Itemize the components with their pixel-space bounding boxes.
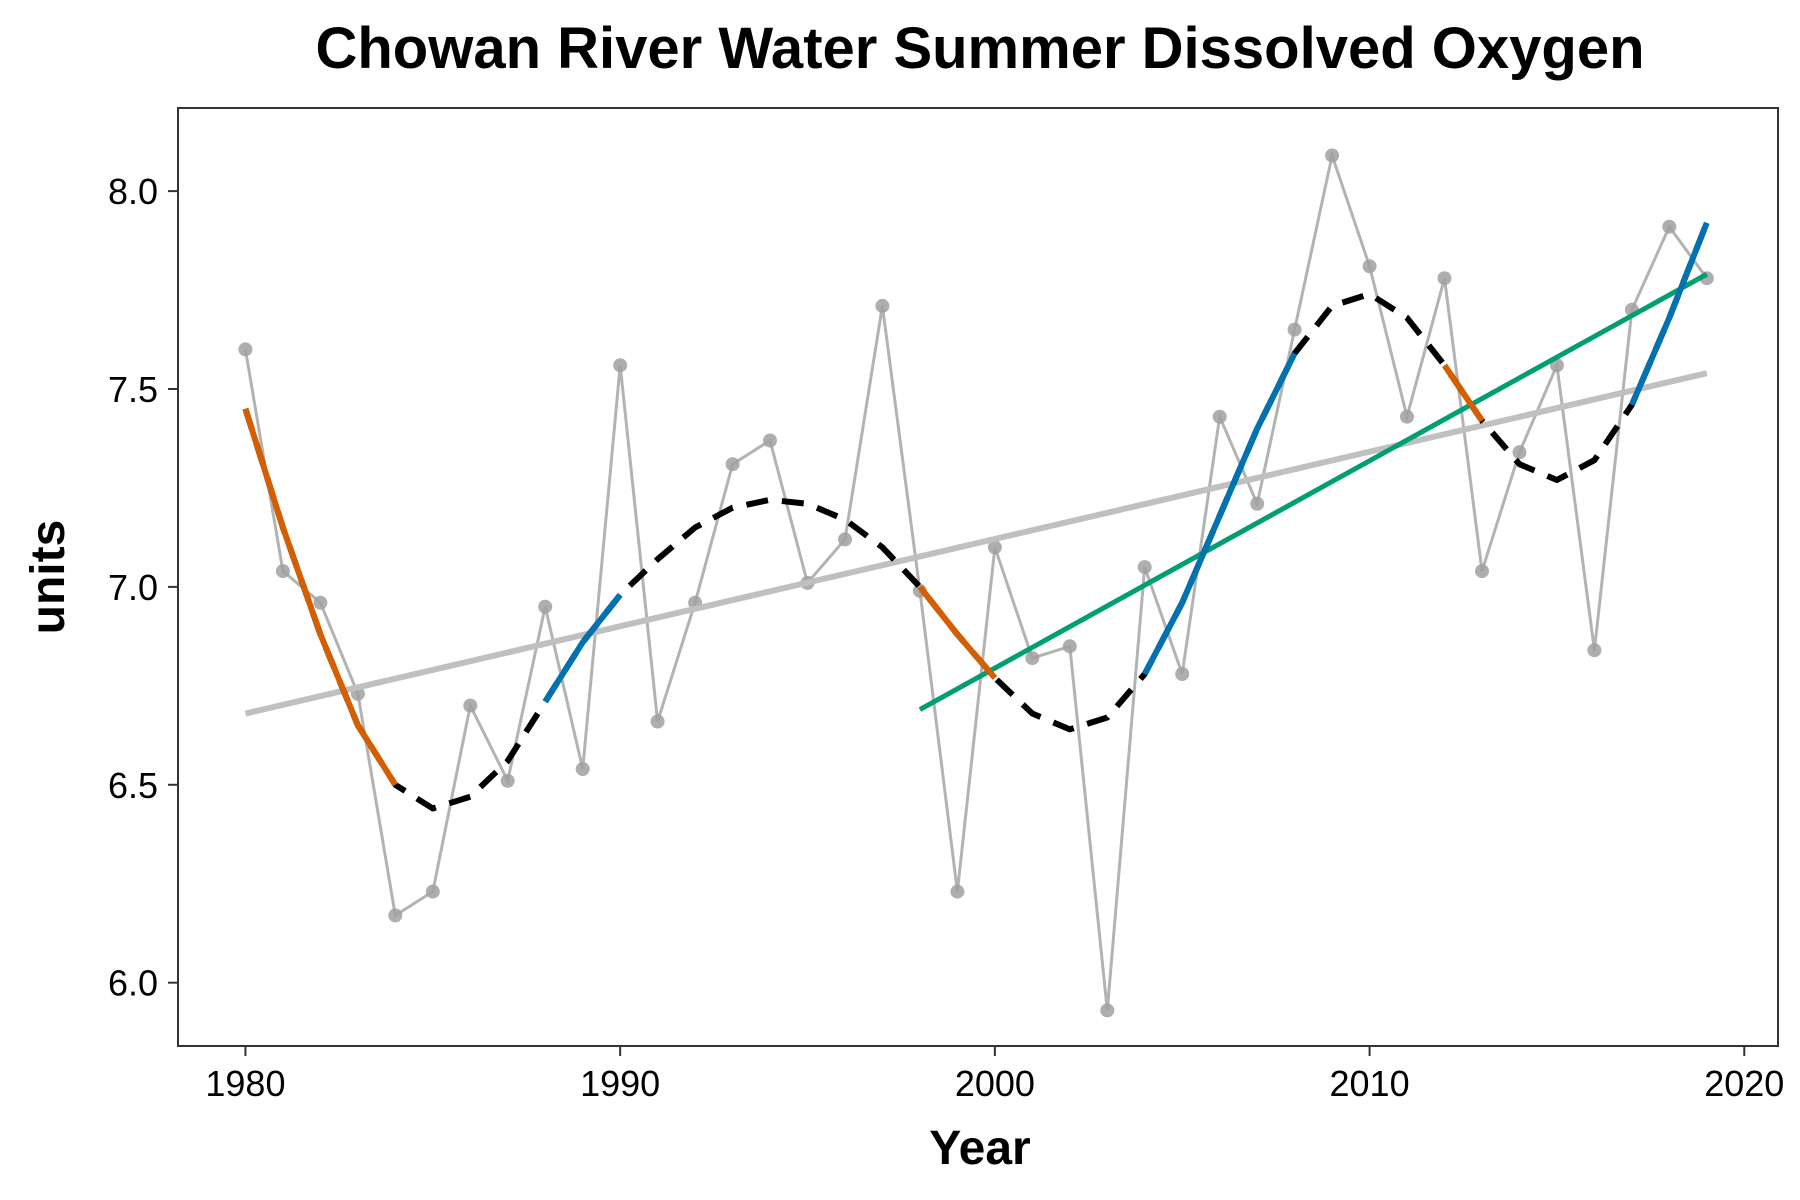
y-tick-label: 8.0 bbox=[108, 171, 158, 212]
data-point bbox=[613, 358, 628, 373]
data-point bbox=[313, 595, 328, 610]
increasing-segment bbox=[542, 592, 623, 704]
y-tick-label: 7.0 bbox=[108, 567, 158, 608]
y-tick-label: 7.5 bbox=[108, 369, 158, 410]
data-point bbox=[1362, 259, 1377, 274]
plot-area bbox=[238, 148, 1714, 1018]
data-point bbox=[500, 773, 515, 788]
data-point bbox=[388, 908, 403, 923]
decreasing-segment bbox=[917, 585, 998, 680]
data-point bbox=[987, 540, 1002, 555]
data-point bbox=[725, 457, 740, 472]
data-point bbox=[950, 884, 965, 899]
x-tick-label: 1980 bbox=[205, 1063, 285, 1104]
decreasing-segment bbox=[242, 407, 398, 787]
data-point bbox=[1100, 1003, 1115, 1018]
x-tick-label: 1990 bbox=[580, 1063, 660, 1104]
data-point bbox=[1025, 651, 1040, 666]
recent-trend-line bbox=[918, 272, 1709, 712]
data-point bbox=[538, 599, 553, 614]
data-point bbox=[650, 714, 665, 729]
data-point bbox=[1437, 271, 1452, 286]
decreasing-segment bbox=[1442, 363, 1485, 423]
data-point bbox=[425, 884, 440, 899]
overall-trend-line bbox=[244, 370, 1708, 717]
data-point bbox=[1062, 639, 1077, 654]
chart-title: Chowan River Water Summer Dissolved Oxyg… bbox=[315, 16, 1644, 81]
data-point bbox=[1325, 148, 1340, 163]
data-point bbox=[838, 532, 852, 547]
y-axis-title: units bbox=[22, 520, 75, 635]
x-tick-label: 2000 bbox=[955, 1063, 1035, 1104]
data-point bbox=[875, 298, 890, 313]
data-point bbox=[1662, 219, 1677, 234]
data-point bbox=[463, 698, 478, 713]
increasing-segment bbox=[1142, 352, 1298, 676]
observed-series-line bbox=[243, 149, 1709, 1011]
x-tick-label: 2020 bbox=[1704, 1063, 1784, 1104]
x-tick-label: 2010 bbox=[1330, 1063, 1410, 1104]
data-point bbox=[1475, 564, 1489, 579]
data-point bbox=[238, 342, 253, 357]
increasing-segment bbox=[1629, 221, 1710, 406]
data-point bbox=[1250, 496, 1265, 511]
data-point bbox=[1137, 560, 1152, 575]
y-tick-label: 6.5 bbox=[108, 765, 158, 806]
data-point bbox=[1400, 409, 1414, 424]
data-point bbox=[575, 762, 590, 776]
data-point bbox=[1212, 409, 1227, 424]
data-point bbox=[1175, 667, 1190, 681]
x-axis-title: Year bbox=[929, 1122, 1030, 1175]
data-point bbox=[763, 433, 777, 448]
y-axis: 6.0 6.5 7.0 7.5 8.0 bbox=[108, 171, 178, 1004]
data-point bbox=[1512, 445, 1527, 460]
x-axis: 1980 1990 2000 2010 2020 bbox=[205, 1046, 1784, 1104]
data-point bbox=[275, 564, 290, 579]
data-point bbox=[1287, 322, 1302, 337]
plot-border bbox=[177, 107, 1779, 1047]
data-point bbox=[1587, 643, 1602, 658]
y-tick-label: 6.0 bbox=[108, 963, 158, 1004]
